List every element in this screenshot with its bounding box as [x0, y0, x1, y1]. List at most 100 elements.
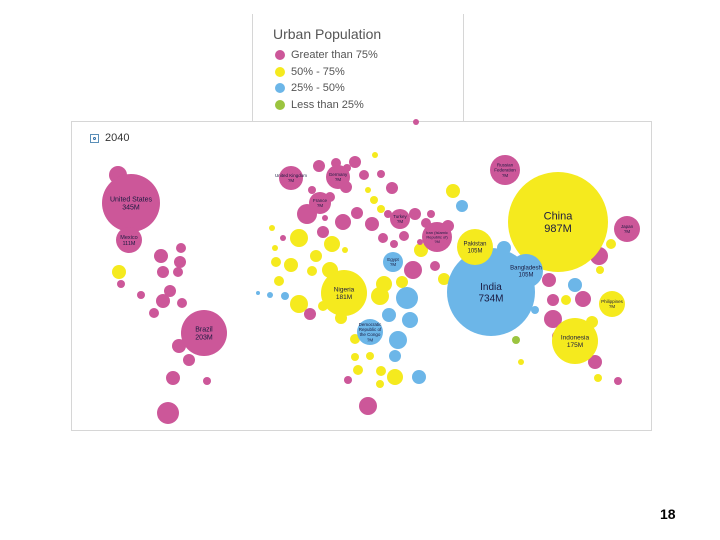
country-bubble[interactable] — [512, 336, 520, 344]
country-bubble[interactable] — [174, 256, 186, 268]
country-bubble-russian-federation[interactable] — [490, 155, 520, 185]
country-bubble[interactable] — [371, 287, 389, 305]
country-bubble[interactable] — [396, 276, 408, 288]
country-bubble[interactable] — [387, 369, 403, 385]
country-bubble[interactable] — [430, 261, 440, 271]
country-bubble[interactable] — [366, 352, 374, 360]
country-bubble[interactable] — [149, 308, 159, 318]
country-bubble[interactable] — [414, 243, 428, 257]
country-bubble-democratic-republic-of-the-congo[interactable] — [357, 319, 383, 345]
country-bubble[interactable] — [614, 377, 622, 385]
country-bubble-united-kingdom[interactable] — [279, 166, 303, 190]
country-bubble[interactable] — [456, 200, 468, 212]
country-bubble-bangladesh[interactable] — [509, 254, 543, 288]
country-bubble[interactable] — [547, 294, 559, 306]
country-bubble[interactable] — [256, 291, 260, 295]
country-bubble-iran-islamic-republic-of-[interactable] — [422, 222, 452, 252]
country-bubble[interactable] — [166, 371, 180, 385]
country-bubble[interactable] — [280, 235, 286, 241]
country-bubble[interactable] — [409, 208, 421, 220]
country-bubble[interactable] — [413, 119, 419, 125]
country-bubble[interactable] — [176, 243, 186, 253]
country-bubble[interactable] — [272, 245, 278, 251]
country-bubble[interactable] — [281, 292, 289, 300]
country-bubble[interactable] — [310, 250, 322, 262]
country-bubble[interactable] — [596, 266, 604, 274]
country-bubble[interactable] — [317, 226, 329, 238]
country-bubble[interactable] — [396, 287, 418, 309]
country-bubble[interactable] — [372, 152, 378, 158]
country-bubble[interactable] — [402, 312, 418, 328]
country-bubble-germany[interactable] — [326, 165, 350, 189]
country-bubble[interactable] — [389, 350, 401, 362]
country-bubble-turkey[interactable] — [390, 209, 410, 229]
country-bubble[interactable] — [588, 355, 602, 369]
country-bubble-pakistan[interactable] — [457, 229, 493, 265]
country-bubble[interactable] — [376, 366, 386, 376]
country-bubble[interactable] — [427, 210, 435, 218]
year-selector[interactable]: 2040 — [90, 132, 129, 144]
country-bubble[interactable] — [606, 239, 616, 249]
country-bubble[interactable] — [274, 276, 284, 286]
country-bubble[interactable] — [542, 273, 556, 287]
country-bubble[interactable] — [183, 354, 195, 366]
country-bubble-united-states[interactable] — [102, 174, 160, 232]
country-bubble[interactable] — [290, 229, 308, 247]
country-bubble[interactable] — [307, 266, 317, 276]
legend-item[interactable]: Less than 25% — [275, 97, 378, 114]
country-bubble[interactable] — [377, 205, 385, 213]
country-bubble[interactable] — [344, 376, 352, 384]
country-bubble[interactable] — [290, 295, 308, 313]
country-bubble[interactable] — [173, 267, 183, 277]
country-bubble[interactable] — [376, 380, 384, 388]
country-bubble-china[interactable] — [508, 172, 608, 272]
country-bubble-philippines[interactable] — [599, 291, 625, 317]
country-bubble[interactable] — [349, 156, 361, 168]
country-bubble[interactable] — [156, 294, 170, 308]
country-bubble-nigeria[interactable] — [321, 270, 367, 316]
country-bubble[interactable] — [561, 295, 571, 305]
zoom-icon[interactable] — [90, 133, 99, 143]
country-bubble[interactable] — [271, 257, 281, 267]
country-bubble-mexico[interactable] — [116, 227, 142, 253]
country-bubble[interactable] — [351, 207, 363, 219]
country-bubble[interactable] — [531, 306, 539, 314]
country-bubble[interactable] — [353, 365, 363, 375]
country-bubble[interactable] — [412, 370, 426, 384]
country-bubble[interactable] — [370, 196, 378, 204]
country-bubble[interactable] — [164, 285, 176, 297]
legend-item[interactable]: Greater than 75% — [275, 47, 378, 64]
country-bubble[interactable] — [117, 280, 125, 288]
country-bubble[interactable] — [304, 308, 316, 320]
country-bubble-japan[interactable] — [614, 216, 640, 242]
country-bubble[interactable] — [446, 184, 460, 198]
country-bubble[interactable] — [324, 236, 340, 252]
country-bubble-egypt[interactable] — [383, 252, 403, 272]
country-bubble[interactable] — [350, 334, 360, 344]
country-bubble[interactable] — [390, 240, 398, 248]
country-bubble[interactable] — [544, 310, 562, 328]
country-bubble[interactable] — [594, 374, 602, 382]
country-bubble[interactable] — [359, 170, 369, 180]
country-bubble[interactable] — [154, 249, 168, 263]
country-bubble[interactable] — [575, 291, 591, 307]
country-bubble[interactable] — [313, 160, 325, 172]
country-bubble[interactable] — [342, 247, 348, 253]
country-bubble[interactable] — [157, 402, 179, 424]
country-bubble[interactable] — [351, 353, 359, 361]
country-bubble[interactable] — [359, 397, 377, 415]
country-bubble[interactable] — [568, 278, 582, 292]
country-bubble[interactable] — [177, 298, 187, 308]
country-bubble[interactable] — [157, 266, 169, 278]
country-bubble-france[interactable] — [309, 192, 331, 214]
country-bubble[interactable] — [417, 239, 423, 245]
country-bubble[interactable] — [365, 217, 379, 231]
country-bubble[interactable] — [203, 377, 211, 385]
country-bubble-brazil[interactable] — [181, 310, 227, 356]
country-bubble[interactable] — [365, 187, 371, 193]
country-bubble[interactable] — [384, 210, 392, 218]
country-bubble[interactable] — [518, 359, 524, 365]
country-bubble[interactable] — [382, 308, 396, 322]
country-bubble[interactable] — [284, 258, 298, 272]
country-bubble[interactable] — [137, 291, 145, 299]
